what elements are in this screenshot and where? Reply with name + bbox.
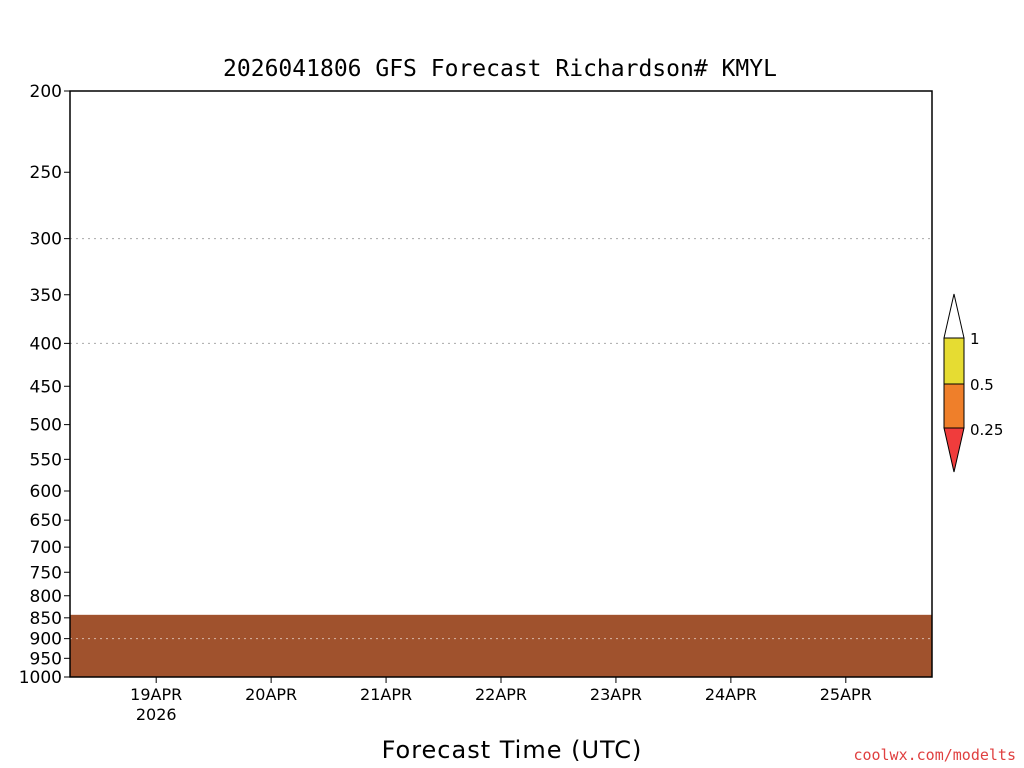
x-tick-label: 22APR (475, 685, 527, 704)
legend-label-0.25: 0.25 (970, 421, 1003, 439)
y-tick-label: 950 (30, 649, 62, 669)
x-tick-label: 20APR (245, 685, 297, 704)
x-tick-label: 21APR (360, 685, 412, 704)
legend-label-1: 1 (970, 330, 980, 348)
y-tick-label: 800 (30, 587, 62, 607)
y-tick-label: 900 (30, 630, 62, 650)
chart-title: 2026041806 GFS Forecast Richardson# KMYL (223, 56, 777, 82)
y-axis: 200 250 300 350 400 450 500 550 600 650 700 750 8008… (19, 82, 70, 688)
terrain-fill (70, 614, 932, 677)
y-tick-label: 700 (30, 538, 62, 558)
y-tick-label: 500 (30, 416, 62, 436)
y-tick-label: 450 (30, 377, 62, 397)
y-tick-label: 850 (30, 609, 62, 629)
x-tick-label: 25APR (820, 685, 872, 704)
x-tick-label: 24APR (705, 685, 757, 704)
y-tick-label: 550 (30, 450, 62, 470)
legend: 1 0.5 0.25 (943, 293, 1003, 473)
legend-label-0.5: 0.5 (970, 376, 994, 394)
y-tick-label: 600 (30, 482, 62, 502)
y-tick-label: 250 (30, 163, 62, 183)
y-tick-label: 200 (30, 82, 62, 102)
legend-bin-under-0.25 (943, 427, 965, 473)
credit-text: coolwx.com/modelts (853, 746, 1016, 764)
legend-bin-0.5-1 (943, 337, 965, 385)
y-tick-label: 300 (30, 230, 62, 250)
y-tick-label: 400 (30, 334, 62, 354)
y-tick-label: 750 (30, 563, 62, 583)
x-axis-label: Forecast Time (UTC) (382, 736, 643, 764)
y-tick-label: 650 (30, 511, 62, 531)
y-tick-label: 1000 (19, 668, 62, 688)
x-tick-sublabel: 2026 (136, 705, 177, 724)
x-tick-label: 23APR (590, 685, 642, 704)
x-tick-label: 19APR (130, 685, 182, 704)
y-tick-label: 350 (30, 286, 62, 306)
legend-bin-0.25-0.5 (943, 383, 965, 429)
